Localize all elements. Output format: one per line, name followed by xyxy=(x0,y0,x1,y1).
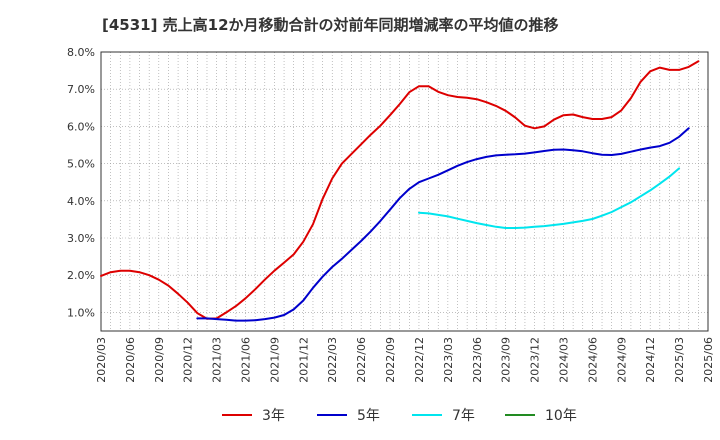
x-tick-label: 2021/06 xyxy=(240,337,253,383)
x-tick-label: 2024/09 xyxy=(615,337,628,383)
x-tick-label: 2021/12 xyxy=(297,337,310,383)
y-tick-label: 6.0% xyxy=(67,120,95,133)
x-tick-label: 2021/09 xyxy=(268,337,281,383)
x-tick-label: 2021/03 xyxy=(211,337,224,383)
y-tick-label: 8.0% xyxy=(67,46,95,59)
series-line-7年 xyxy=(418,167,681,229)
y-tick-label: 2.0% xyxy=(67,269,95,282)
x-tick-label: 2024/12 xyxy=(644,337,657,383)
legend-label: 10年 xyxy=(545,408,577,424)
x-tick-label: 2024/06 xyxy=(586,337,599,383)
y-tick-label: 3.0% xyxy=(67,232,95,245)
x-tick-label: 2025/03 xyxy=(673,337,686,383)
plot-area xyxy=(101,52,708,331)
x-tick-label: 2023/03 xyxy=(442,337,455,383)
x-tick-label: 2023/06 xyxy=(471,337,484,383)
y-tick-label: 5.0% xyxy=(67,158,95,171)
x-tick-label: 2020/12 xyxy=(182,337,195,383)
series-line-5年 xyxy=(196,127,690,322)
x-tick-label: 2020/06 xyxy=(124,337,137,383)
legend-label: 5年 xyxy=(357,408,380,424)
x-tick-label: 2020/03 xyxy=(95,337,108,383)
chart-title: [4531] 売上高12か月移動合計の対前年同期増減率の平均値の推移 xyxy=(102,16,559,34)
x-tick-label: 2022/03 xyxy=(326,337,339,383)
legend-label: 3年 xyxy=(262,408,285,424)
x-tick-label: 2022/06 xyxy=(355,337,368,383)
plot-border xyxy=(100,51,709,332)
legend-label: 7年 xyxy=(452,408,475,424)
x-tick-label: 2022/09 xyxy=(384,337,397,383)
x-tick-label: 2022/12 xyxy=(413,337,426,383)
x-tick-label: 2023/09 xyxy=(500,337,513,383)
y-tick-label: 1.0% xyxy=(67,306,95,319)
x-tick-label: 2025/06 xyxy=(702,337,715,383)
series-line-3年 xyxy=(100,60,700,320)
x-tick-label: 2023/12 xyxy=(529,337,542,383)
y-tick-label: 7.0% xyxy=(67,83,95,96)
y-tick-label: 4.0% xyxy=(67,195,95,208)
x-tick-label: 2024/03 xyxy=(557,337,570,383)
x-tick-label: 2020/09 xyxy=(153,337,166,383)
